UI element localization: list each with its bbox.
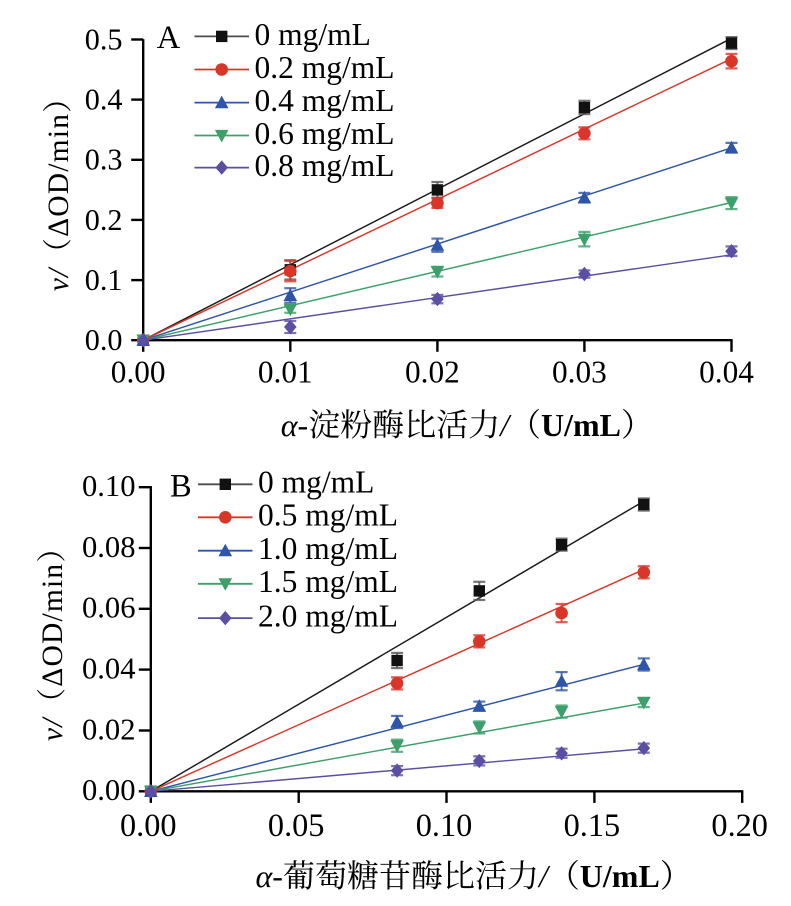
svg-text:0.20: 0.20	[711, 807, 768, 843]
svg-text:B: B	[170, 469, 192, 505]
svg-text:/: /	[537, 858, 551, 894]
svg-text:A: A	[157, 20, 181, 56]
svg-text:0 mg/mL: 0 mg/mL	[258, 465, 374, 500]
svg-text:0.02: 0.02	[82, 712, 136, 746]
svg-text:0.05: 0.05	[268, 807, 325, 843]
svg-text:0.6 mg/mL: 0.6 mg/mL	[255, 116, 395, 151]
svg-text:ΔOD/min: ΔOD/min	[37, 563, 69, 687]
svg-text:U/mL: U/mL	[580, 858, 660, 894]
svg-text:0.01: 0.01	[258, 354, 313, 389]
svg-text:0.5: 0.5	[85, 22, 123, 56]
svg-text:/: /	[498, 407, 512, 443]
svg-text:0.2: 0.2	[85, 203, 123, 237]
svg-text:0.06: 0.06	[82, 591, 136, 625]
svg-text:0.10: 0.10	[82, 469, 136, 503]
svg-text:0.04: 0.04	[82, 651, 136, 685]
svg-text:0.2 mg/mL: 0.2 mg/mL	[255, 50, 395, 85]
svg-text:0.03: 0.03	[552, 354, 607, 389]
svg-text:0.4 mg/mL: 0.4 mg/mL	[255, 83, 395, 118]
svg-text:0.5 mg/mL: 0.5 mg/mL	[258, 498, 398, 533]
svg-text:v/: v/	[43, 266, 75, 291]
svg-text:-: -	[298, 407, 309, 443]
svg-text:0.04: 0.04	[699, 354, 754, 389]
svg-text:1.0 mg/mL: 1.0 mg/mL	[258, 531, 398, 566]
svg-text:0.00: 0.00	[111, 354, 166, 389]
svg-text:1.5 mg/mL: 1.5 mg/mL	[258, 564, 398, 599]
svg-text:α: α	[256, 858, 274, 894]
svg-text:U/mL: U/mL	[541, 407, 621, 443]
svg-text:0.15: 0.15	[564, 807, 621, 843]
svg-text:v/: v/	[37, 716, 69, 741]
svg-text:0.3: 0.3	[85, 143, 123, 177]
svg-text:0 mg/mL: 0 mg/mL	[255, 17, 371, 52]
svg-text:0.00: 0.00	[120, 807, 177, 843]
svg-text:0.4: 0.4	[85, 83, 123, 117]
svg-text:0.0: 0.0	[85, 323, 123, 357]
svg-text:α: α	[281, 407, 299, 443]
svg-text:0.8 mg/mL: 0.8 mg/mL	[255, 148, 395, 183]
svg-text:0.02: 0.02	[405, 354, 460, 389]
svg-text:0.1: 0.1	[85, 263, 123, 297]
svg-text:2.0 mg/mL: 2.0 mg/mL	[258, 599, 398, 634]
svg-text:0.08: 0.08	[82, 530, 136, 564]
svg-text:ΔOD/min: ΔOD/min	[43, 113, 75, 237]
svg-text:0.10: 0.10	[416, 807, 473, 843]
svg-text:0.00: 0.00	[82, 773, 136, 807]
svg-text:-: -	[272, 858, 283, 894]
